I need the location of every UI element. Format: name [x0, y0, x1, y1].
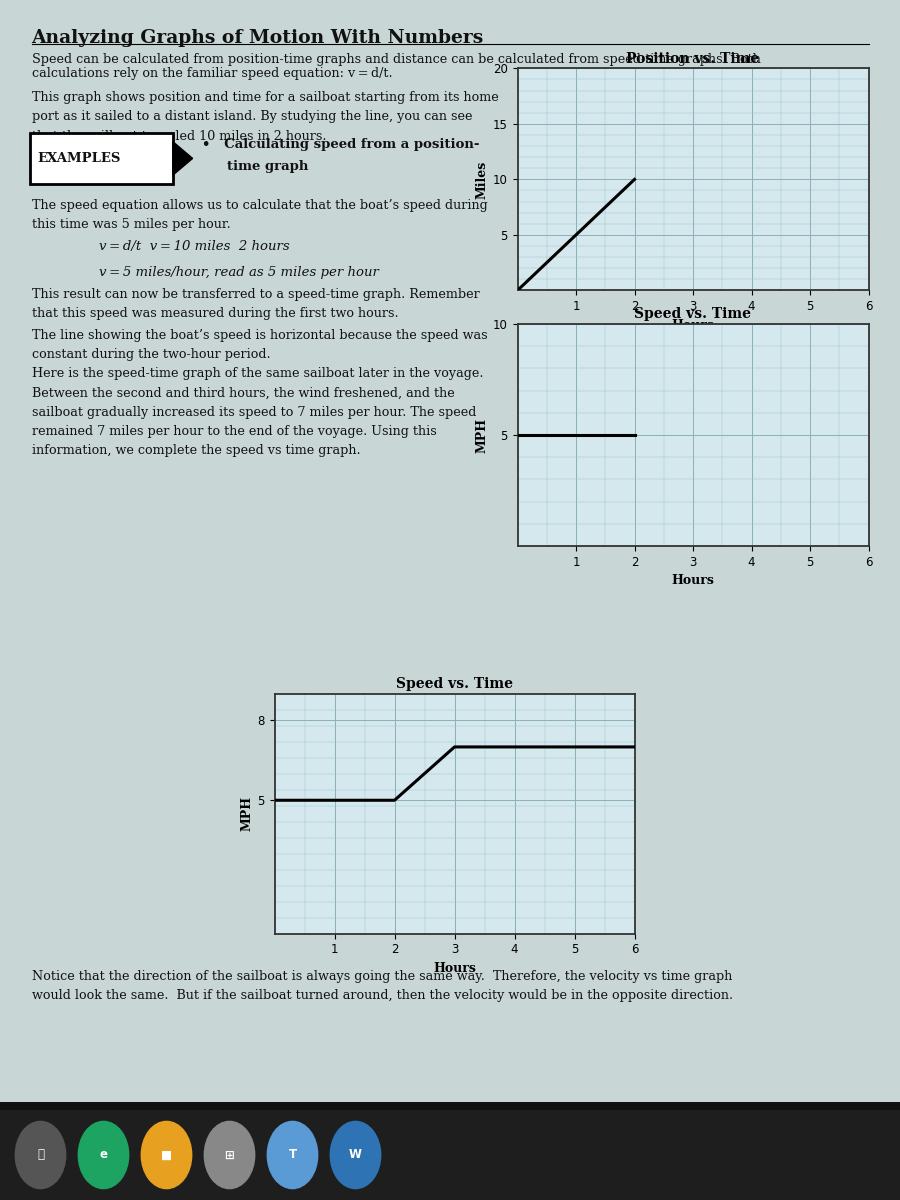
Text: This result can now be transferred to a speed-time graph. Remember: This result can now be transferred to a … — [32, 288, 479, 301]
Title: Speed vs. Time: Speed vs. Time — [396, 677, 513, 691]
Text: Between the second and third hours, the wind freshened, and the: Between the second and third hours, the … — [32, 386, 454, 400]
Text: Speed can be calculated from position-time graphs and distance can be calculated: Speed can be calculated from position-ti… — [32, 53, 760, 66]
Text: 日: 日 — [37, 1148, 44, 1162]
Text: e: e — [100, 1148, 107, 1162]
Text: would look the same.  But if the sailboat turned around, then the velocity would: would look the same. But if the sailboat… — [32, 989, 733, 1002]
Text: •   Calculating speed from a position-: • Calculating speed from a position- — [202, 138, 480, 151]
X-axis label: Hours: Hours — [671, 319, 715, 331]
Text: W: W — [349, 1148, 362, 1162]
X-axis label: Hours: Hours — [671, 575, 715, 587]
Text: v = d/t  v = 10 miles  2 hours: v = d/t v = 10 miles 2 hours — [99, 240, 290, 253]
Text: v = 5 miles/hour, read as 5 miles per hour: v = 5 miles/hour, read as 5 miles per ho… — [99, 266, 379, 280]
Text: Here is the speed-time graph of the same sailboat later in the voyage.: Here is the speed-time graph of the same… — [32, 367, 483, 380]
Text: port as it sailed to a distant island. By studying the line, you can see: port as it sailed to a distant island. B… — [32, 110, 472, 124]
Title: Speed vs. Time: Speed vs. Time — [634, 307, 752, 322]
Text: that the sailboat traveled 10 miles in 2 hours.: that the sailboat traveled 10 miles in 2… — [32, 130, 326, 143]
Y-axis label: MPH: MPH — [240, 796, 253, 832]
Text: ■: ■ — [161, 1148, 172, 1162]
Text: sailboat gradually increased its speed to 7 miles per hour. The speed: sailboat gradually increased its speed t… — [32, 406, 476, 419]
Text: ⊞: ⊞ — [225, 1148, 234, 1162]
Y-axis label: MPH: MPH — [476, 418, 489, 452]
Text: Analyzing Graphs of Motion With Numbers: Analyzing Graphs of Motion With Numbers — [32, 29, 484, 47]
Text: time graph: time graph — [227, 160, 308, 173]
Text: information, we complete the speed vs time graph.: information, we complete the speed vs ti… — [32, 444, 360, 457]
Text: constant during the two-hour period.: constant during the two-hour period. — [32, 348, 270, 361]
Text: T: T — [288, 1148, 297, 1162]
X-axis label: Hours: Hours — [433, 962, 476, 974]
Text: this time was 5 miles per hour.: this time was 5 miles per hour. — [32, 218, 230, 232]
Text: remained 7 miles per hour to the end of the voyage. Using this: remained 7 miles per hour to the end of … — [32, 425, 436, 438]
Y-axis label: Miles: Miles — [476, 161, 489, 198]
Text: that this speed was measured during the first two hours.: that this speed was measured during the … — [32, 307, 398, 320]
Title: Position vs. Time: Position vs. Time — [626, 52, 760, 66]
Text: The line showing the boat’s speed is horizontal because the speed was: The line showing the boat’s speed is hor… — [32, 329, 487, 342]
Text: EXAMPLES: EXAMPLES — [38, 152, 122, 166]
Text: The speed equation allows us to calculate that the boat’s speed during: The speed equation allows us to calculat… — [32, 199, 487, 212]
Text: This graph shows position and time for a sailboat starting from its home: This graph shows position and time for a… — [32, 91, 499, 104]
Text: calculations rely on the familiar speed equation: v = d/t.: calculations rely on the familiar speed … — [32, 67, 392, 80]
Text: Notice that the direction of the sailboat is always going the same way.  Therefo: Notice that the direction of the sailboa… — [32, 970, 732, 983]
